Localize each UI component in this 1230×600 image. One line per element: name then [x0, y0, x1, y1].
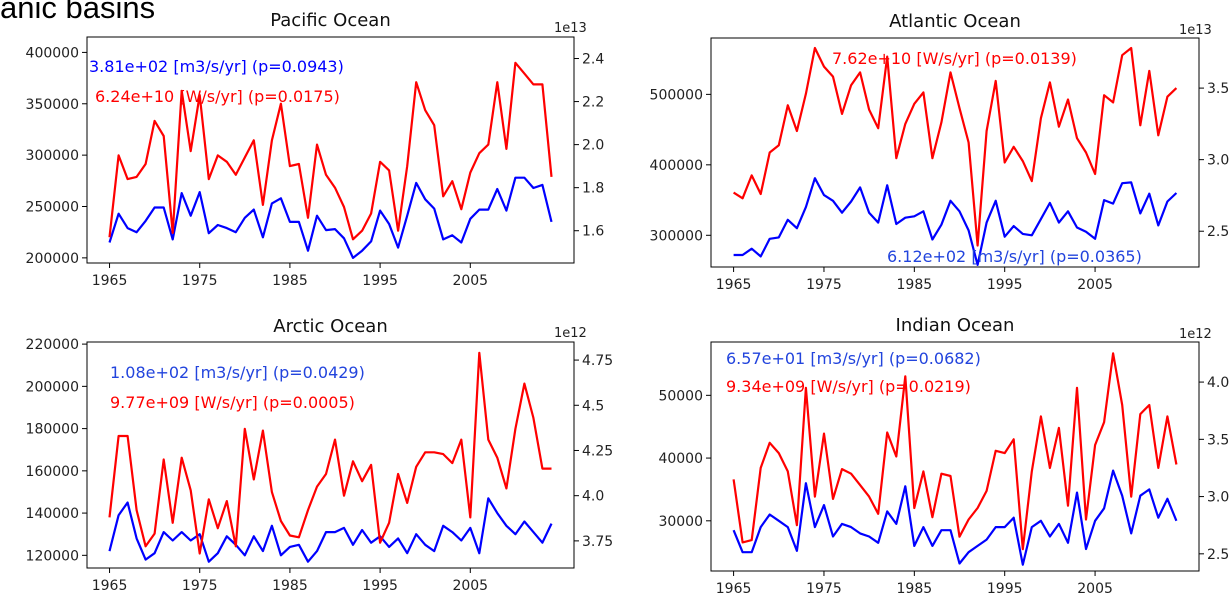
atlantic-ocean-right-y-tick-label: 3.0 [1207, 153, 1229, 169]
pacific-ocean-right-y-tick-label: 2.0 [582, 138, 604, 154]
atlantic-ocean-right-y-tick-label: 2.5 [1207, 224, 1229, 240]
pacific-ocean-right-y-tick-label: 2.2 [582, 95, 604, 111]
pacific-ocean-x-tick-label: 1995 [362, 273, 398, 289]
arctic-ocean-right-y-tick-label: 4.75 [582, 353, 613, 369]
indian-ocean-plot-frame [710, 341, 1200, 572]
atlantic-ocean-left-y-tick-label: 300000 [650, 228, 703, 244]
pacific-ocean-plot-frame [86, 36, 575, 264]
pacific-ocean-left-y-tick-label: 400000 [26, 45, 79, 61]
arctic-ocean-trend-annotation: 1.08e+02 [m3/s/yr] (p=0.0429) [110, 363, 365, 382]
arctic-ocean-left-y-tick-label: 120000 [26, 548, 79, 564]
indian-ocean-left-y-tick-label: 30000 [658, 514, 703, 530]
arctic-ocean-trend-annotation: 9.77e+09 [W/s/yr] (p=0.0005) [110, 393, 355, 412]
atlantic-ocean-x-tick-label: 1995 [987, 277, 1023, 293]
atlantic-ocean-right-y-tick-label: 3.5 [1207, 81, 1229, 97]
indian-ocean-x-tick-label: 1965 [716, 581, 752, 597]
arctic-ocean-left-y-tick-label: 140000 [26, 506, 79, 522]
pacific-ocean-heat-line [108, 61, 553, 241]
chart-arctic-ocean: Arctic Ocean 1e12 1965 1975 1985 1995 2005 1200… [26, 316, 614, 594]
arctic-ocean-plot-frame [86, 341, 575, 569]
atlantic-ocean-trend-annotation: 6.12e+02 [m3/s/yr] (p=0.0365) [887, 247, 1142, 266]
indian-ocean-left-y-tick-label: 50000 [658, 388, 703, 404]
arctic-ocean-x-tick-label: 1995 [362, 578, 398, 594]
arctic-ocean-x-tick-label: 1975 [182, 578, 218, 594]
pacific-ocean-right-axis-multiplier: 1e13 [554, 21, 587, 36]
atlantic-ocean-plot-frame [710, 37, 1200, 268]
pacific-ocean-left-y-tick-label: 350000 [26, 97, 79, 113]
pacific-ocean-right-y-tick-label: 2.4 [582, 52, 604, 68]
atlantic-ocean-transport-line [733, 177, 1178, 266]
atlantic-ocean-x-tick-label: 2005 [1077, 277, 1113, 293]
atlantic-ocean-heat-line [733, 46, 1178, 247]
arctic-ocean-title: Arctic Ocean [273, 316, 387, 337]
arctic-ocean-left-y-tick-label: 220000 [26, 337, 79, 353]
chart-indian-ocean: Indian Ocean 1e12 1965 1975 1985 1995 2005 3000… [658, 315, 1229, 597]
atlantic-ocean-x-tick-label: 1975 [806, 277, 842, 293]
arctic-ocean-right-y-tick-label: 4.5 [582, 398, 604, 414]
arctic-ocean-left-y-tick-label: 200000 [26, 379, 79, 395]
indian-ocean-right-axis-multiplier: 1e12 [1179, 327, 1212, 342]
indian-ocean-right-y-tick-label: 4.0 [1207, 375, 1229, 391]
pacific-ocean-trend-annotation: 6.24e+10 [W/s/yr] (p=0.0175) [95, 87, 340, 106]
atlantic-ocean-x-tick-label: 1985 [897, 277, 933, 293]
indian-ocean-x-tick-label: 2005 [1077, 581, 1113, 597]
arctic-ocean-x-tick-label: 1965 [92, 578, 128, 594]
atlantic-ocean-trend-annotation: 7.62e+10 [W/s/yr] (p=0.0139) [832, 49, 1077, 68]
indian-ocean-right-y-tick-label: 3.5 [1207, 432, 1229, 448]
arctic-ocean-heat-line [108, 351, 552, 555]
atlantic-ocean-title: Atlantic Ocean [889, 11, 1021, 32]
pacific-ocean-left-y-tick-label: 200000 [26, 251, 79, 267]
indian-ocean-trend-annotation: 9.34e+09 [W/s/yr] (p=0.0219) [726, 377, 971, 396]
pacific-ocean-right-y-tick-label: 1.6 [582, 224, 604, 240]
indian-ocean-right-y-tick-label: 3.0 [1207, 490, 1229, 506]
pacific-ocean-title: Pacific Ocean [270, 10, 391, 31]
indian-ocean-x-tick-label: 1995 [987, 581, 1023, 597]
atlantic-ocean-left-y-tick-label: 500000 [650, 87, 703, 103]
page-title: anic basins [0, 0, 156, 25]
arctic-ocean-left-y-tick-label: 160000 [26, 464, 79, 480]
arctic-ocean-right-y-tick-label: 3.75 [582, 534, 613, 550]
atlantic-ocean-left-y-tick-label: 400000 [650, 158, 703, 174]
pacific-ocean-x-tick-label: 1985 [272, 273, 308, 289]
pacific-ocean-x-tick-label: 1975 [182, 273, 218, 289]
pacific-ocean-x-tick-label: 2005 [452, 273, 488, 289]
chart-pacific-ocean: Pacific Ocean 1e13 1965 1975 1985 1995 2005 200… [26, 10, 605, 289]
indian-ocean-transport-line [732, 469, 1178, 566]
indian-ocean-title: Indian Ocean [896, 315, 1015, 336]
indian-ocean-heat-line [732, 352, 1178, 551]
arctic-ocean-x-tick-label: 2005 [452, 578, 488, 594]
arctic-ocean-left-y-tick-label: 180000 [26, 422, 79, 438]
indian-ocean-right-y-tick-label: 2.5 [1207, 547, 1229, 563]
arctic-ocean-right-y-tick-label: 4.0 [582, 489, 604, 505]
arctic-ocean-x-tick-label: 1985 [272, 578, 308, 594]
indian-ocean-x-tick-label: 1975 [806, 581, 842, 597]
pacific-ocean-transport-line [108, 176, 553, 259]
indian-ocean-left-y-tick-label: 40000 [658, 451, 703, 467]
indian-ocean-trend-annotation: 6.57e+01 [m3/s/yr] (p=0.0682) [726, 349, 981, 368]
arctic-ocean-transport-line [108, 497, 553, 563]
atlantic-ocean-right-axis-multiplier: 1e13 [1179, 23, 1212, 38]
arctic-ocean-right-y-tick-label: 4.25 [582, 443, 613, 459]
pacific-ocean-right-y-tick-label: 1.8 [582, 181, 604, 197]
arctic-ocean-right-axis-multiplier: 1e12 [554, 326, 587, 341]
pacific-ocean-left-y-tick-label: 300000 [26, 148, 79, 164]
atlantic-ocean-x-tick-label: 1965 [716, 277, 752, 293]
indian-ocean-x-tick-label: 1985 [897, 581, 933, 597]
pacific-ocean-trend-annotation: 3.81e+02 [m3/s/yr] (p=0.0943) [89, 57, 344, 76]
chart-atlantic-ocean: Atlantic Ocean 1e13 1965 1975 1985 1995 2005 30… [650, 11, 1230, 293]
pacific-ocean-left-y-tick-label: 250000 [26, 200, 79, 216]
pacific-ocean-x-tick-label: 1965 [92, 273, 128, 289]
